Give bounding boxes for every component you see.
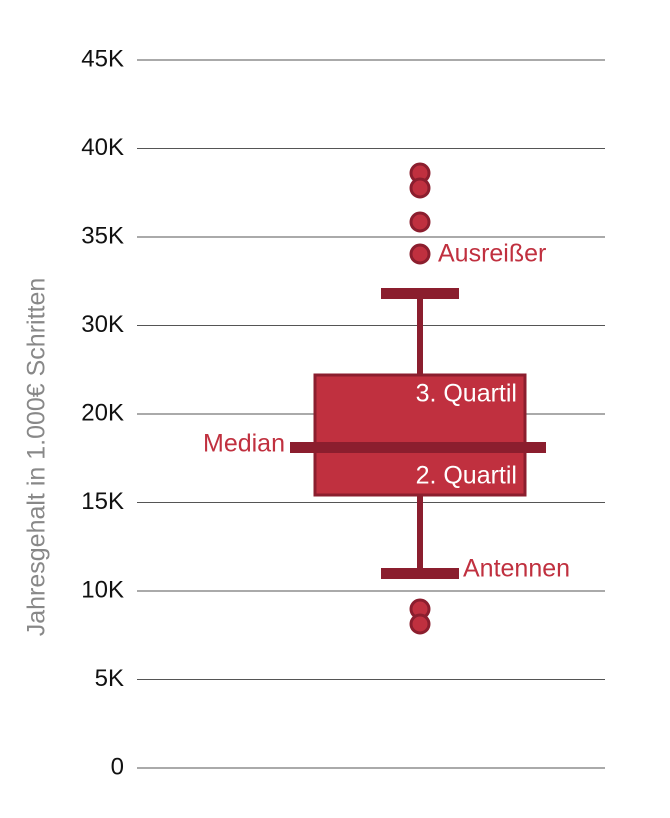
y-tick-label: 15K: [81, 488, 124, 515]
quartile-label: 3. Quartil: [416, 380, 517, 408]
whisker-label: Antennen: [463, 555, 570, 583]
median-label: Median: [203, 430, 285, 458]
y-tick-label: 10K: [81, 576, 124, 603]
whisker-cap: [381, 568, 459, 579]
outliers: [409, 162, 431, 635]
y-tick-label: 45K: [81, 45, 124, 72]
y-tick-label: 5K: [95, 665, 124, 692]
axis-label: Jahresgehalt in 1.000€ Schritten: [23, 278, 51, 637]
y-tick-label: 0: [111, 753, 124, 780]
y-tick-label: 20K: [81, 399, 124, 426]
y-tick-label: 35K: [81, 222, 124, 249]
y-tick-label: 30K: [81, 311, 124, 338]
quartile-label: 2. Quartil: [416, 462, 517, 490]
outlier-label: Ausreißer: [438, 240, 546, 268]
y-tick-label: 40K: [81, 134, 124, 161]
outlier: [409, 211, 431, 233]
grid: 45K 40K 35K 30K 20K 15K 10K 5K 0: [81, 45, 605, 780]
whisker-cap: [381, 288, 459, 299]
outlier: [409, 243, 431, 265]
box: [313, 373, 527, 497]
outlier: [409, 177, 431, 199]
median-line: [290, 442, 546, 453]
outlier: [409, 613, 431, 635]
